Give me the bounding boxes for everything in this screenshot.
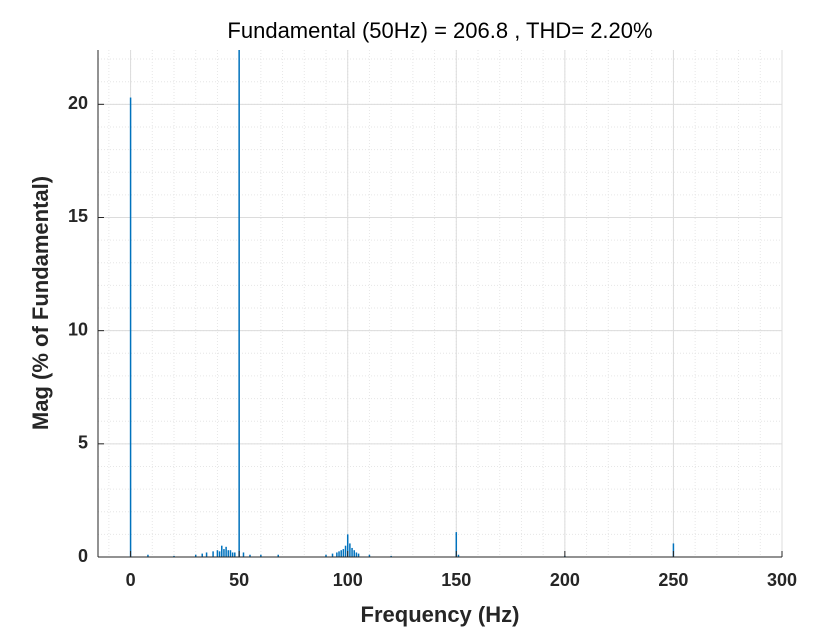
bar [355,552,358,557]
bar [368,554,371,557]
bar [205,552,208,557]
bar [344,545,347,557]
bar [231,552,234,557]
bar [227,550,230,557]
x-tick-label: 250 [658,570,688,590]
y-tick-label: 15 [68,206,88,226]
bar [349,543,351,557]
y-tick-label: 20 [68,93,88,113]
x-tick-label: 150 [441,570,471,590]
x-tick-label: 300 [767,570,797,590]
y-tick-label: 0 [78,546,88,566]
plot-area [98,50,782,557]
bar [216,550,219,557]
y-axis-label: Mag (% of Fundamental) [28,176,53,430]
bar [249,554,251,557]
bar [336,552,338,557]
bar [129,97,132,557]
bar [147,554,149,557]
bar [351,547,353,557]
bar [225,546,227,557]
bar [390,555,392,557]
x-tick-label: 200 [550,570,580,590]
bar [340,550,342,557]
bar [342,549,345,557]
bar [672,543,675,557]
bar [194,554,197,557]
bar [223,549,225,557]
bar [353,550,355,557]
x-tick-label: 50 [229,570,249,590]
bar [218,551,221,557]
bar [221,545,223,557]
bar [234,552,236,557]
bar [346,534,349,557]
bar [242,552,245,557]
y-tick-label: 10 [68,319,88,339]
bar [325,554,327,557]
bar [277,554,279,557]
bar [238,50,240,557]
x-tick-label: 100 [333,570,363,590]
bar [331,553,334,557]
bar [201,553,203,557]
bar [212,551,214,557]
chart-title: Fundamental (50Hz) = 206.8 , THD= 2.20% [227,18,652,43]
bars [129,50,675,557]
x-tick-label: 0 [126,570,136,590]
bar [338,551,340,557]
bar [357,553,360,557]
bar [457,554,460,557]
bar [455,532,458,557]
x-axis-label: Frequency (Hz) [361,602,520,627]
bar [173,555,175,557]
bar [229,550,232,557]
y-tick-label: 5 [78,433,88,453]
bar [260,554,262,557]
